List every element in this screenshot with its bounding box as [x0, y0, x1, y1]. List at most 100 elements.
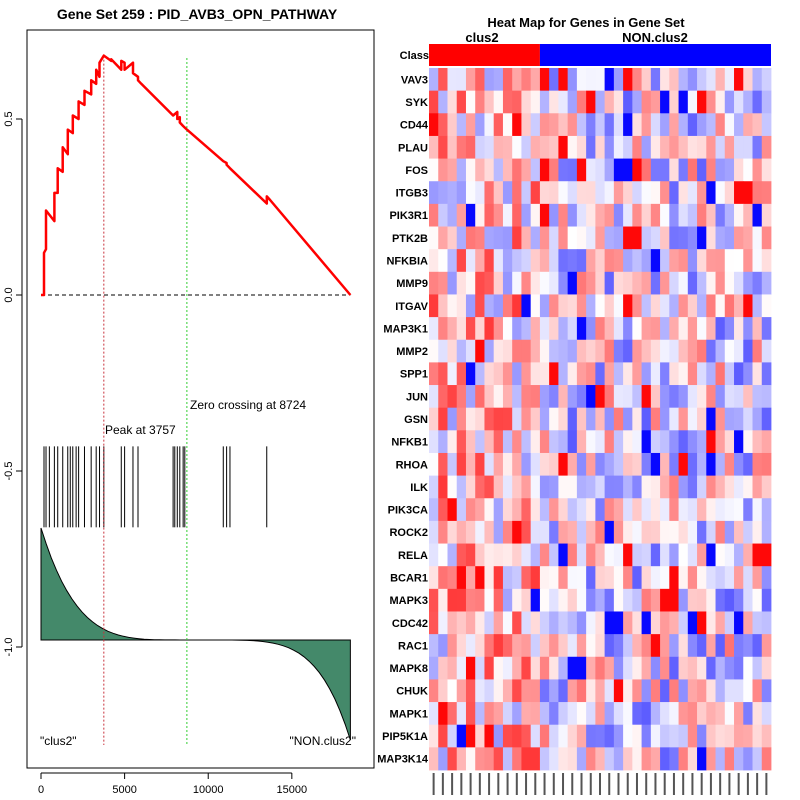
heatmap-cell	[512, 271, 522, 295]
heatmap-cell	[632, 317, 642, 341]
heatmap-cell	[660, 90, 670, 114]
heatmap-cell	[743, 611, 753, 635]
heatmap-cell	[678, 430, 689, 454]
heatmap-cell	[697, 362, 707, 386]
heatmap-cell	[539, 702, 550, 726]
heatmap-cell	[530, 135, 541, 159]
heatmap-cell	[539, 498, 550, 522]
heatmap-cell	[623, 68, 633, 92]
heatmap-cell	[669, 724, 679, 748]
heatmap-cell	[438, 362, 448, 386]
sample-label-mark	[765, 773, 768, 795]
heatmap-cell	[502, 339, 513, 363]
heatmap-cell	[678, 588, 689, 612]
heatmap-cell	[678, 452, 689, 477]
heatmap-cell	[687, 158, 698, 182]
heatmap-cell	[549, 226, 559, 250]
heatmap-cell	[530, 611, 541, 635]
heatmap-cell	[632, 362, 642, 386]
heatmap-cell	[660, 452, 670, 477]
heatmap-cell	[595, 135, 606, 159]
heatmap-cell	[650, 634, 661, 658]
heatmap-cell	[604, 113, 615, 137]
heatmap-cell	[447, 339, 458, 363]
heatmap-cell	[761, 339, 772, 363]
heatmap-cell	[521, 68, 532, 92]
heatmap-cell	[475, 588, 485, 612]
heatmap-cell	[724, 249, 735, 273]
heatmap-cell	[706, 271, 716, 295]
heatmap-cell	[576, 475, 587, 499]
heatmap-cell	[623, 588, 633, 612]
heatmap-cell	[595, 679, 606, 703]
heatmap-cell	[604, 158, 615, 182]
heatmap-cell	[567, 203, 578, 227]
heatmap-cell	[586, 385, 596, 409]
heatmap-cell	[475, 362, 485, 386]
heatmap-cell	[761, 181, 772, 205]
gene-label-bcar1: BCAR1	[390, 573, 428, 585]
heatmap-cell	[465, 113, 476, 137]
heatmap-cell	[715, 430, 726, 454]
heatmap-cell	[576, 498, 587, 522]
heatmap-cell	[715, 634, 726, 658]
heatmap-cell	[761, 520, 772, 544]
heatmap-cell	[650, 385, 661, 409]
heatmap-cell	[512, 520, 522, 544]
heatmap-cell	[493, 181, 504, 205]
heatmap-cell	[623, 566, 633, 590]
heatmap-cell	[567, 656, 578, 680]
heatmap-cell	[743, 158, 753, 182]
heatmap-cell	[595, 158, 606, 182]
heatmap-cell	[465, 588, 476, 612]
heatmap-cell	[475, 249, 485, 273]
heatmap-cell	[752, 158, 763, 182]
heatmap-cell	[493, 724, 504, 748]
heatmap-cell	[669, 113, 679, 137]
heatmap-cell	[734, 611, 744, 635]
heatmap-cell	[650, 249, 661, 273]
heatmap-cell	[724, 498, 735, 522]
heatmap-cell	[576, 294, 587, 318]
heatmap-cell	[558, 249, 569, 273]
heatmap-cell	[429, 747, 439, 771]
heatmap-cell	[493, 68, 504, 92]
heatmap-cell	[697, 226, 707, 250]
heatmap-cell	[613, 498, 624, 522]
heatmap-cell	[641, 588, 652, 612]
heatmap-cell	[623, 702, 633, 726]
heatmap-cell	[502, 475, 513, 499]
heatmap-cell	[724, 407, 735, 431]
heatmap-cell	[604, 203, 615, 227]
ranked-metric-fill	[40, 527, 351, 741]
heatmap-cell	[613, 249, 624, 273]
heatmap-cell	[502, 362, 513, 386]
heatmap-cell	[558, 294, 569, 318]
heatmap-cell	[512, 158, 522, 182]
heatmap-cell	[539, 181, 550, 205]
heatmap-cell	[502, 566, 513, 590]
heatmap-cell	[586, 611, 596, 635]
heatmap-cell	[484, 634, 495, 658]
heatmap-cell	[567, 158, 578, 182]
heatmap-cell	[465, 68, 476, 92]
heatmap-cell	[521, 452, 532, 477]
heatmap-cell	[465, 226, 476, 250]
heatmap-cell	[438, 135, 448, 159]
heatmap-cell	[567, 362, 578, 386]
heatmap-cell	[530, 113, 541, 137]
heatmap-cell	[623, 543, 633, 567]
heatmap-cell	[465, 679, 476, 703]
heatmap-cell	[465, 634, 476, 658]
heatmap-cell	[623, 452, 633, 477]
heatmap-cell	[660, 181, 670, 205]
heatmap-cell	[678, 407, 689, 431]
heatmap-cell	[641, 249, 652, 273]
heatmap-cell	[493, 543, 504, 567]
heatmap-cell	[438, 520, 448, 544]
heatmap-cell	[576, 181, 587, 205]
heatmap-cell	[595, 430, 606, 454]
heatmap-cell	[549, 566, 559, 590]
heatmap-cell	[715, 317, 726, 341]
heatmap-cell	[752, 724, 763, 748]
